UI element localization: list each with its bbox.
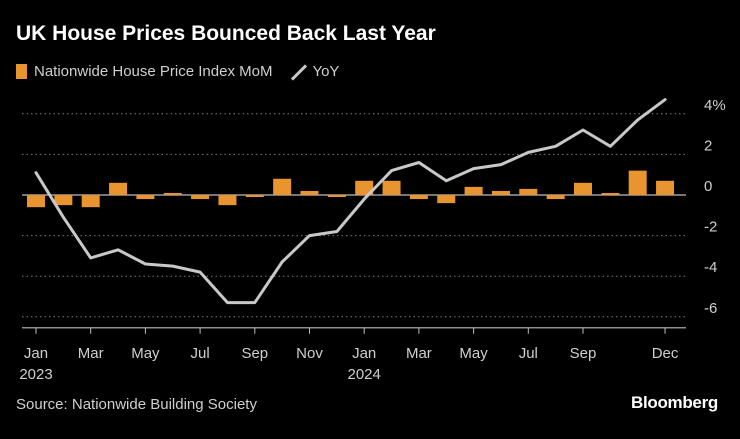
bar-mom [574, 182, 592, 195]
bar-mom [191, 195, 210, 200]
x-tick-year-label: 2024 [348, 366, 381, 383]
bloomberg-logo: Bloomberg [630, 393, 718, 412]
legend: Nationwide House Price Index MoM YoY [16, 63, 339, 80]
x-tick-year-label: 2023 [19, 366, 52, 383]
bar-mom [519, 188, 538, 195]
bar-mom [382, 180, 401, 195]
x-tick-label: Jul [191, 345, 210, 362]
bar-mom [163, 192, 182, 195]
y-tick-label: 0 [704, 178, 712, 195]
legend-line-label: YoY [312, 63, 340, 80]
bar-mom [109, 182, 128, 195]
bar-mom [81, 195, 100, 208]
y-tick-label: 2 [704, 137, 712, 154]
bar-mom [245, 195, 264, 198]
x-tick-label: Mar [78, 345, 104, 362]
legend-bar-swatch [16, 64, 27, 79]
bar-mom [327, 195, 346, 198]
bar-mom [464, 186, 483, 195]
bar-mom [437, 195, 456, 204]
x-tick-label: Dec [652, 345, 679, 362]
y-tick-label: -6 [704, 300, 717, 317]
bar-mom [54, 195, 73, 206]
x-tick-label: May [459, 345, 488, 362]
bar-mom [491, 190, 510, 195]
line-yoy [34, 98, 667, 305]
bar-mom [218, 195, 237, 206]
x-tick-label: Jul [519, 345, 538, 362]
x-tick-label: Sep [570, 345, 597, 362]
bar-mom [601, 192, 620, 195]
y-tick-label: -4 [704, 259, 717, 276]
bar-mom [409, 195, 428, 200]
y-tick-label: -2 [704, 219, 717, 236]
x-tick-label: Mar [406, 345, 432, 362]
bar-mom [628, 170, 647, 195]
bar-mom [273, 178, 292, 195]
x-tick-label: Sep [241, 345, 268, 362]
x-tick-label: May [131, 345, 160, 362]
bar-mom [355, 180, 374, 195]
bar-mom [656, 180, 675, 195]
x-tick-label: Jan [24, 345, 48, 362]
legend-bar-label: Nationwide House Price Index MoM [34, 63, 273, 80]
bar-mom [300, 190, 319, 195]
x-tick-label: Nov [296, 345, 323, 362]
x-tick-label: Jan [352, 345, 376, 362]
y-tick-label: 4% [704, 97, 726, 114]
bar-mom [136, 195, 155, 200]
bar-mom [27, 195, 45, 208]
source-note: Source: Nationwide Building Society [16, 396, 257, 413]
bar-mom [546, 195, 565, 200]
chart-title: UK House Prices Bounced Back Last Year [16, 22, 436, 45]
